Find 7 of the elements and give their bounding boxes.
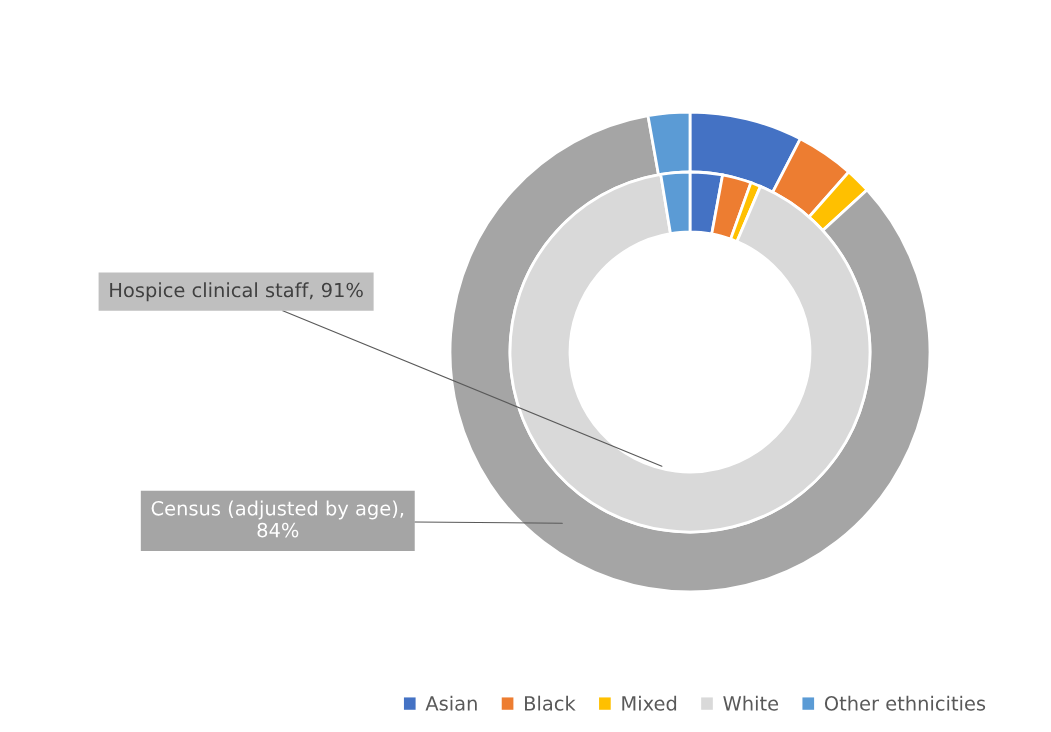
data-label: Census (adjusted by age), 84% (151, 500, 404, 538)
legend-label: White (723, 695, 779, 711)
legend-label: Mixed (622, 695, 677, 711)
legend-label: Black (525, 695, 576, 711)
legend-label: Other ethnicities (824, 695, 986, 711)
data-label: Hospice clinical staff, 91% (110, 282, 363, 302)
legend-label: Asian (425, 695, 477, 711)
